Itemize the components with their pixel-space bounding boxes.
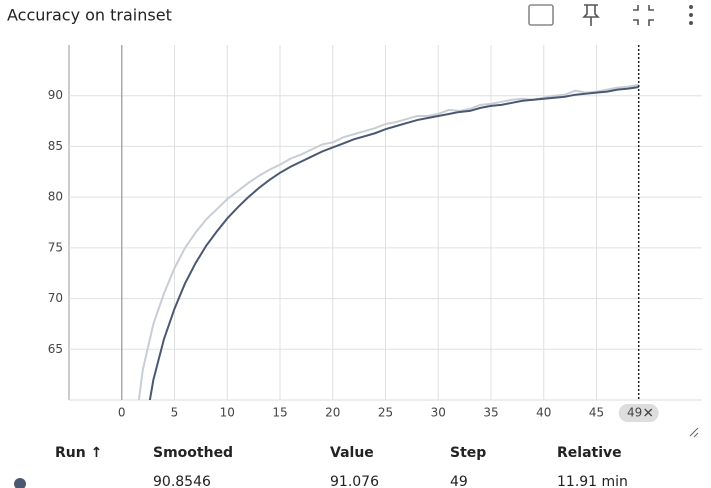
table-cell: 11.91 min — [557, 474, 628, 488]
x-tick-label: 35 — [483, 406, 498, 420]
cursor-step-label: 49 — [627, 406, 642, 420]
table-cell: 49 — [450, 474, 468, 488]
x-tick-label: 25 — [378, 406, 393, 420]
x-tick-label: 40 — [536, 406, 551, 420]
x-tick-label: 10 — [220, 406, 235, 420]
x-tick-label: 30 — [431, 406, 446, 420]
cursor-pill[interactable]: 49 — [618, 404, 659, 422]
y-tick-label: 85 — [48, 139, 63, 153]
table: Run ↑ Smoothed Value Step Relative 90.85… — [14, 445, 628, 488]
table-header: Value — [330, 445, 374, 461]
cursor-pill-bg — [618, 404, 659, 422]
y-tick-label: 70 — [48, 291, 63, 305]
card-title: Accuracy on trainset — [7, 6, 172, 25]
pin-button[interactable] — [582, 4, 600, 26]
plot-lines — [137, 83, 639, 400]
x-tick-label: 45 — [589, 406, 604, 420]
table-header: Smoothed — [153, 445, 233, 461]
y-tick-label: 75 — [48, 240, 63, 254]
cursor-close-icon — [644, 408, 653, 417]
run-dot — [14, 478, 26, 488]
y-tick-label: 80 — [48, 190, 63, 204]
resize-handle[interactable] — [689, 427, 699, 438]
x-tick-label: 5 — [171, 406, 179, 420]
x-tick-label: 0 — [118, 406, 126, 420]
table-header: Relative — [557, 445, 622, 461]
x-tick-label: 20 — [325, 406, 340, 420]
x-tick-label: 15 — [272, 406, 287, 420]
table-header: Step — [450, 445, 486, 461]
fit-button[interactable] — [528, 4, 554, 26]
series-line — [148, 86, 639, 400]
table-cell: 90.8546 — [153, 474, 211, 488]
y-tick-label: 90 — [48, 88, 63, 102]
toolbar — [528, 4, 693, 26]
table-cell: 91.076 — [330, 474, 379, 488]
table-header: Run ↑ — [55, 445, 102, 461]
series-line — [137, 83, 639, 400]
collapse-button[interactable] — [633, 5, 654, 26]
menu-button[interactable] — [689, 5, 693, 25]
y-tick-label: 65 — [48, 342, 63, 356]
